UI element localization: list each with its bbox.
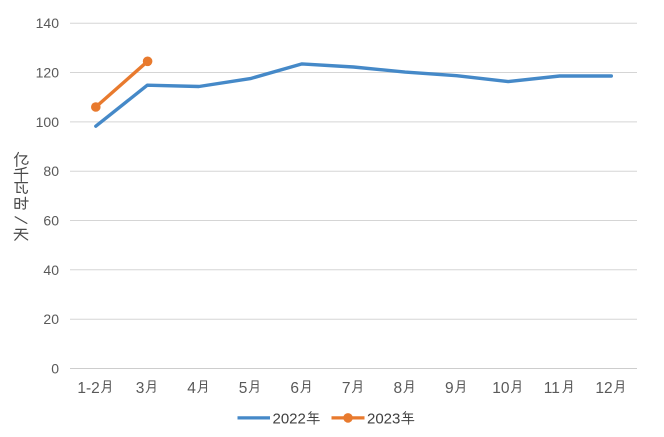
svg-text:7: 7 (342, 380, 351, 397)
svg-text:5: 5 (239, 380, 248, 397)
svg-text:60: 60 (43, 213, 59, 229)
svg-text:12: 12 (595, 380, 612, 397)
svg-text:9: 9 (445, 380, 454, 397)
svg-text:2023: 2023 (367, 410, 400, 427)
svg-text:10: 10 (492, 380, 510, 397)
svg-text:40: 40 (43, 262, 59, 278)
svg-text:8: 8 (394, 380, 403, 397)
svg-text:6: 6 (290, 380, 299, 397)
svg-text:0: 0 (51, 361, 59, 377)
svg-text:100: 100 (36, 114, 60, 130)
svg-text:120: 120 (36, 65, 60, 81)
svg-text:2022: 2022 (273, 410, 306, 427)
svg-text:20: 20 (43, 311, 59, 327)
svg-text:3: 3 (136, 380, 145, 397)
svg-text:11: 11 (544, 380, 560, 397)
svg-text:80: 80 (43, 163, 59, 179)
svg-text:1-2: 1-2 (77, 380, 99, 397)
svg-text:140: 140 (36, 15, 60, 31)
svg-text:4: 4 (187, 380, 196, 397)
